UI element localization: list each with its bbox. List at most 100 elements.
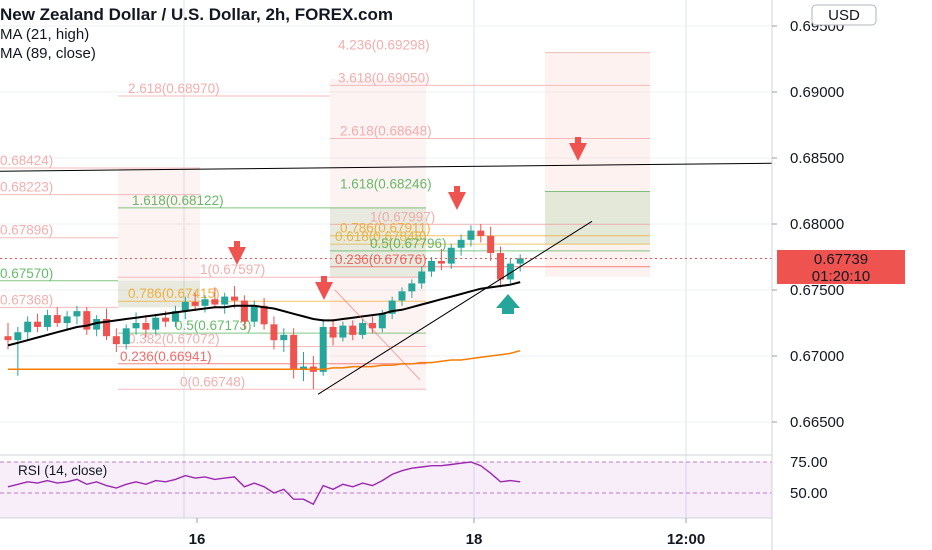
fib-level-label-1: 3.618(0.69050) — [338, 70, 430, 85]
candle-14 — [142, 315, 150, 338]
candle-body-37 — [368, 323, 376, 329]
candle-39 — [388, 296, 396, 320]
candle-8 — [83, 307, 91, 335]
candle-48 — [477, 224, 485, 243]
candle-37 — [368, 316, 376, 334]
candle-40 — [398, 287, 406, 306]
fib-level-label-6: 0.68223) — [0, 180, 53, 195]
fib-level-label-16: 0.786(0.67415) — [128, 286, 220, 301]
candle-body-15 — [152, 317, 160, 330]
candle-35 — [349, 320, 357, 341]
fib-zone-3 — [330, 207, 426, 278]
candle-body-2 — [24, 321, 32, 333]
candle-21 — [211, 287, 219, 309]
candle-body-39 — [388, 300, 396, 314]
candle-body-14 — [142, 323, 150, 330]
candle-body-25 — [250, 305, 258, 322]
candle-body-24 — [240, 300, 248, 322]
rsi-label: RSI (14, close) — [18, 463, 107, 478]
candle-body-23 — [231, 296, 239, 301]
fib-level-label-4: 0.68424) — [0, 153, 53, 168]
candle-body-47 — [467, 230, 475, 240]
candle-body-7 — [73, 311, 81, 317]
candle-25 — [250, 300, 258, 327]
fib-level-label-5: 1.618(0.68246) — [340, 177, 432, 192]
time-tick-label-0: 16 — [189, 531, 206, 548]
candle-body-5 — [53, 315, 61, 323]
fib-level-label-17: 0.67368) — [0, 292, 53, 307]
ma21-label: MA (21, high) — [0, 26, 90, 43]
candle-46 — [457, 234, 465, 256]
last-price-value: 0.67739 — [814, 251, 868, 268]
candle-body-50 — [497, 253, 504, 280]
candle-body-18 — [181, 301, 189, 312]
price-tick-label-5: 0.67000 — [790, 348, 844, 365]
candle-body-44 — [437, 260, 445, 264]
fib-level-label-10: 0.67896) — [0, 223, 53, 238]
currency-box[interactable] — [811, 4, 877, 26]
candle-30 — [300, 352, 307, 382]
candle-1 — [14, 326, 22, 376]
rsi-line — [7, 461, 521, 506]
candle-body-32 — [319, 326, 327, 372]
trend-line-rising — [317, 220, 593, 395]
candle-31 — [309, 356, 317, 389]
candle-52 — [516, 254, 524, 272]
candle-51 — [506, 258, 514, 285]
candle-body-19 — [191, 301, 199, 306]
candle-body-13 — [132, 323, 140, 329]
candle-body-46 — [457, 239, 465, 248]
candle-27 — [270, 316, 278, 350]
fib-level-label-15: 0.67570) — [0, 266, 53, 281]
time-tick-label-1: 18 — [466, 531, 483, 548]
candle-body-20 — [201, 299, 209, 306]
candle-17 — [171, 305, 179, 327]
candle-body-33 — [329, 326, 337, 338]
candle-10 — [103, 308, 110, 341]
candle-body-8 — [83, 311, 91, 330]
candle-body-21 — [211, 299, 219, 305]
candle-body-3 — [34, 321, 42, 327]
fib-level-label-9: 0.786(0.67911) — [340, 221, 431, 236]
candle-36 — [359, 319, 367, 339]
down-arrow-1 — [315, 276, 333, 300]
candle-45 — [447, 243, 455, 269]
fib-level-label-14: 1(0.67597) — [200, 262, 265, 277]
ma89-line — [8, 349, 521, 370]
candle-32 — [319, 319, 327, 376]
candle-4 — [43, 309, 51, 331]
candle-body-6 — [63, 316, 71, 323]
candle-body-48 — [477, 230, 485, 236]
candle-23 — [231, 286, 239, 309]
candle-12 — [122, 324, 130, 350]
candle-body-17 — [171, 311, 179, 322]
candle-body-27 — [270, 324, 278, 341]
rsi-tick-label-1: 50.00 — [790, 485, 828, 502]
candle-19 — [191, 292, 199, 312]
fib-level-label-12: 0.5(0.67796) — [370, 236, 447, 251]
candle-body-11 — [112, 336, 120, 345]
down-arrow-2 — [448, 186, 466, 210]
candle-body-36 — [359, 323, 367, 335]
candle-5 — [53, 307, 61, 327]
candle-body-0 — [4, 336, 12, 341]
candle-13 — [132, 312, 140, 335]
candle-50 — [497, 246, 504, 288]
candle-body-51 — [506, 263, 514, 280]
candle-26 — [260, 297, 268, 330]
candle-body-40 — [398, 291, 406, 301]
candle-body-4 — [43, 315, 51, 327]
candle-body-22 — [221, 296, 229, 305]
candle-body-49 — [487, 235, 495, 254]
candle-body-38 — [378, 313, 386, 329]
fib-level-label-7: 1.618(0.68122) — [132, 193, 224, 208]
fib-level-label-20: 0.236(0.66941) — [120, 349, 212, 364]
candle-43 — [428, 257, 436, 277]
candle-29 — [290, 328, 298, 379]
candle-28 — [280, 328, 288, 353]
candle-body-10 — [103, 319, 110, 337]
fib-level-label-3: 2.618(0.68648) — [340, 123, 432, 138]
candle-6 — [63, 311, 71, 330]
candle-body-43 — [428, 260, 436, 272]
